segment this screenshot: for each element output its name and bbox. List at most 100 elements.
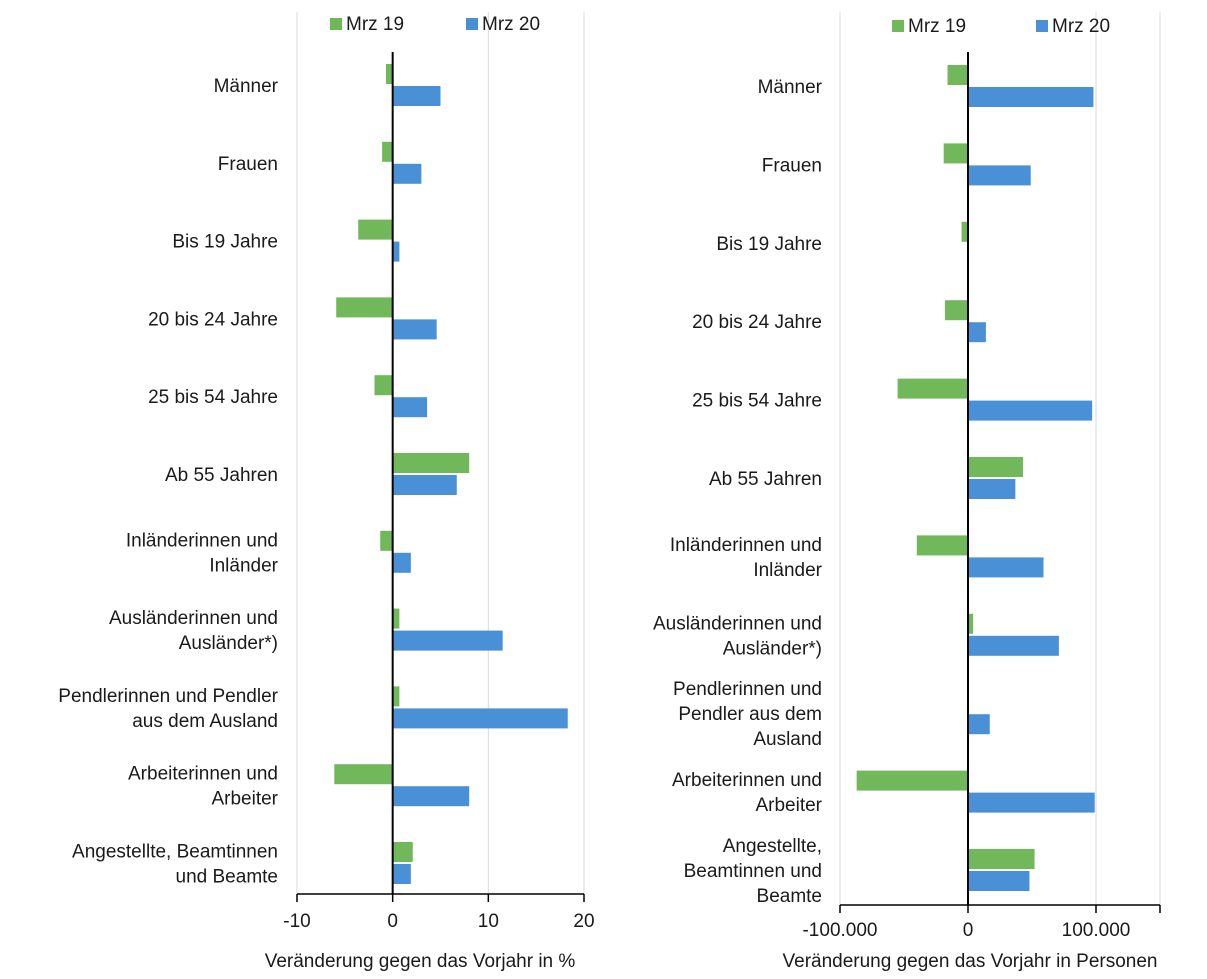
bar-mrz-20 xyxy=(392,552,411,573)
bar-mrz-20 xyxy=(968,557,1044,578)
x-tick-label: -10 xyxy=(283,911,310,932)
bar-mrz-19 xyxy=(382,141,393,162)
category-label-line: Ausländerinnen und xyxy=(653,613,822,634)
category-label-line: Angestellte, xyxy=(723,836,822,857)
category-label: Frauen xyxy=(218,154,278,175)
category-label-line: 25 bis 54 Jahre xyxy=(692,391,822,412)
category-label-line: Inländerinnen und xyxy=(670,535,822,556)
category-label-line: Angestellte, Beamtinnen xyxy=(72,842,278,863)
bar-mrz-19 xyxy=(380,530,393,551)
category-label-line: Ausländerinnen und xyxy=(109,608,278,629)
category-label-line: Frauen xyxy=(218,154,278,175)
bar-mrz-19 xyxy=(968,849,1035,869)
x-axis-title: Veränderung gegen das Vorjahr in Persone… xyxy=(783,951,1158,972)
category-label: Arbeiterinnen und Arbeiter xyxy=(128,764,279,810)
category-label-line: Beamtinnen und xyxy=(684,861,822,882)
bar-mrz-19 xyxy=(392,453,470,473)
category-label-line: Ausland xyxy=(753,729,822,750)
category-label-line: Ab 55 Jahren xyxy=(165,465,278,486)
legend: Mrz 19 Mrz 20 xyxy=(330,14,540,35)
category-label-line: Ausländer*) xyxy=(723,638,822,659)
category-label-line: Inländer xyxy=(209,555,278,576)
bar-mrz-20 xyxy=(968,714,990,735)
category-label-line: aus dem Ausland xyxy=(132,711,278,732)
category-label-line: Frauen xyxy=(762,155,822,176)
bar-mrz-19 xyxy=(374,375,393,396)
bar-mrz-20 xyxy=(392,397,428,418)
bar-mrz-20 xyxy=(392,319,437,340)
category-label: Pendlerinnen und Pendler aus dem Ausland xyxy=(673,679,822,750)
category-label-line: Männer xyxy=(758,77,823,98)
bar-mrz-19 xyxy=(392,842,413,862)
legend-label: Mrz 20 xyxy=(482,14,540,35)
bar-mrz-19 xyxy=(334,764,393,785)
category-label-line: Pendlerinnen und xyxy=(673,679,822,700)
bar-mrz-20 xyxy=(968,479,1016,499)
bar-mrz-19 xyxy=(961,221,968,242)
category-label: 20 bis 24 Jahre xyxy=(692,312,822,333)
category-label-line: Arbeiter xyxy=(211,789,278,810)
bar-mrz-19 xyxy=(947,65,968,85)
bar-mrz-20 xyxy=(968,322,986,343)
bar-mrz-19 xyxy=(968,613,974,634)
bar-mrz-19 xyxy=(392,686,400,707)
legend-swatch xyxy=(330,18,342,30)
legend-swatch xyxy=(466,18,478,30)
bar-mrz-20 xyxy=(968,792,1095,813)
bar-mrz-19 xyxy=(916,535,968,556)
bar-mrz-20 xyxy=(392,163,422,184)
legend-label: Mrz 19 xyxy=(346,14,404,35)
bar-mrz-20 xyxy=(968,87,1094,107)
bar-mrz-19 xyxy=(944,300,968,321)
category-label: 20 bis 24 Jahre xyxy=(148,309,278,330)
category-label: Ausländerinnen und Ausländer*) xyxy=(653,613,822,659)
category-label-line: und Beamte xyxy=(176,867,278,888)
category-label: Inländerinnen und Inländer xyxy=(670,535,823,581)
bar-mrz-19 xyxy=(968,457,1024,477)
bar-mrz-20 xyxy=(392,708,568,729)
bar-mrz-19 xyxy=(392,608,400,629)
x-tick-label: 0 xyxy=(387,911,398,932)
category-label-line: Arbeiterinnen und xyxy=(128,764,278,785)
category-label-line: Arbeiterinnen und xyxy=(672,770,822,791)
bar-mrz-20 xyxy=(968,165,1031,186)
category-label: 25 bis 54 Jahre xyxy=(692,391,822,412)
x-tick-label: 10 xyxy=(478,911,499,932)
bar-mrz-20 xyxy=(392,864,411,884)
category-label-line: Männer xyxy=(214,76,279,97)
category-label-line: Inländer xyxy=(753,560,822,581)
x-tick-label: 0 xyxy=(963,920,974,941)
legend-swatch xyxy=(1036,20,1048,32)
bar-mrz-20 xyxy=(968,400,1093,421)
category-label-line: Ausländer*) xyxy=(179,633,278,654)
category-label-line: Bis 19 Jahre xyxy=(716,234,822,255)
bar-mrz-20 xyxy=(392,786,470,807)
category-label-line: Pendlerinnen und Pendler xyxy=(58,686,278,707)
legend-label: Mrz 19 xyxy=(908,16,966,37)
legend-swatch xyxy=(892,20,904,32)
bar-mrz-19 xyxy=(336,297,393,318)
bar-mrz-20 xyxy=(392,86,441,106)
category-label: Frauen xyxy=(762,155,822,176)
category-label-line: Beamte xyxy=(757,886,822,907)
chart-panel-1: Männer Frauen Bis 19 Jahre 20 bis 24 Jahre 2… xyxy=(58,12,595,972)
category-label-line: 25 bis 54 Jahre xyxy=(148,387,278,408)
category-label: Ab 55 Jahren xyxy=(709,469,822,490)
x-tick-label: -100.000 xyxy=(802,920,877,941)
category-label-line: Pendler aus dem xyxy=(678,704,822,725)
category-label: Bis 19 Jahre xyxy=(716,234,822,255)
legend: Mrz 19 Mrz 20 xyxy=(892,16,1110,37)
category-label: Männer xyxy=(214,76,279,97)
x-axis-title: Veränderung gegen das Vorjahr in % xyxy=(265,951,576,972)
x-tick-label: 20 xyxy=(573,911,594,932)
category-label-line: Arbeiter xyxy=(755,795,822,816)
bar-mrz-20 xyxy=(392,475,457,495)
category-label: 25 bis 54 Jahre xyxy=(148,387,278,408)
category-label: Bis 19 Jahre xyxy=(172,232,278,253)
x-tick-label: 100.000 xyxy=(1062,920,1131,941)
category-label: Ausländerinnen und Ausländer*) xyxy=(109,608,278,654)
category-label: Arbeiterinnen und Arbeiter xyxy=(672,770,823,816)
chart-panel-2: Männer Frauen Bis 19 Jahre 20 bis 24 Jahre 2… xyxy=(653,12,1161,972)
